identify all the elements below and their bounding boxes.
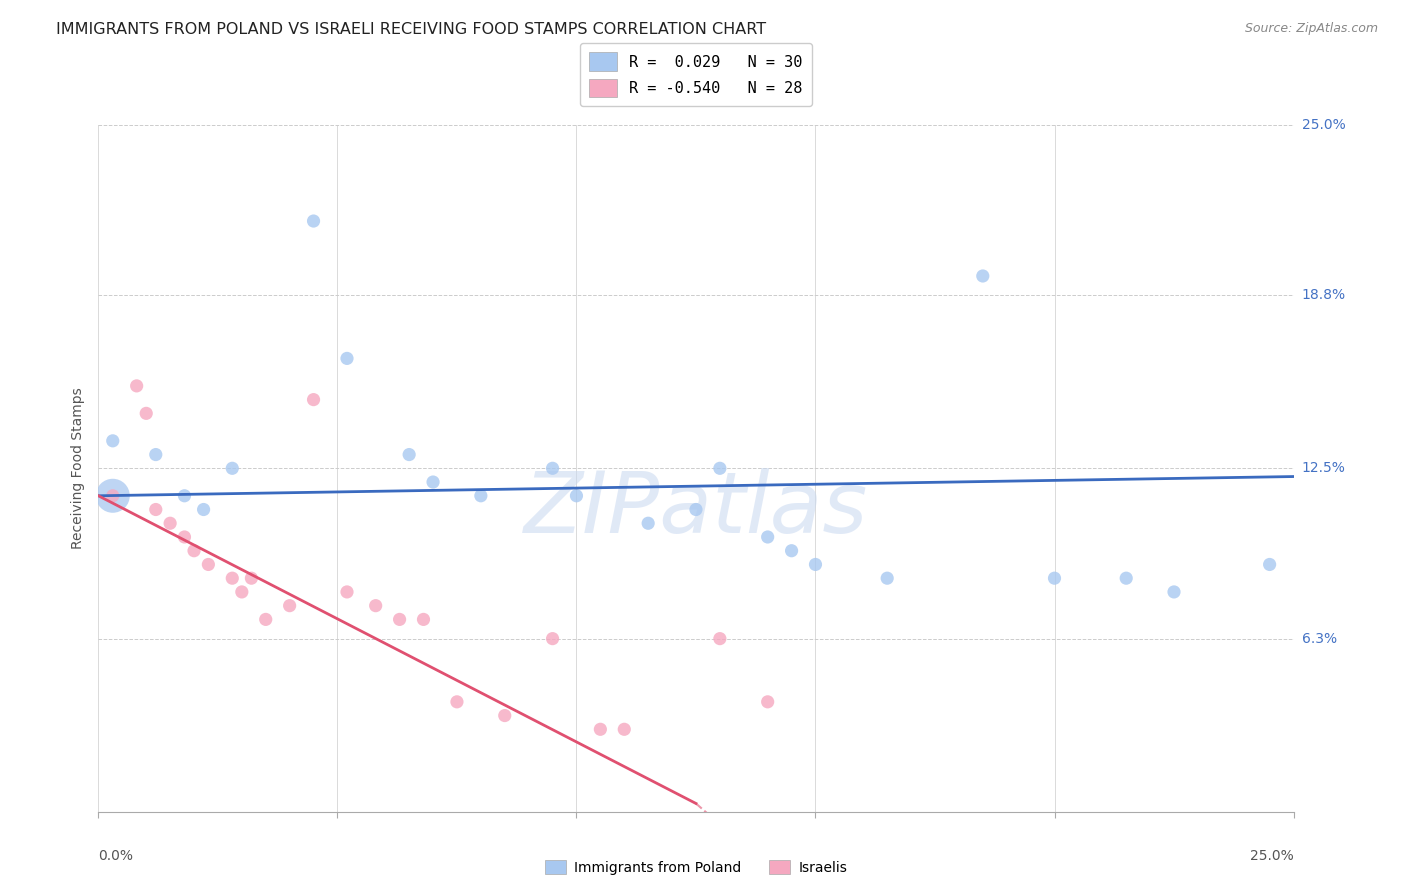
Point <box>145 502 167 516</box>
Text: ZIPatlas: ZIPatlas <box>524 468 868 551</box>
Point <box>541 461 564 475</box>
Point <box>541 632 564 646</box>
Point <box>101 434 124 448</box>
Point <box>302 392 325 407</box>
Text: Source: ZipAtlas.com: Source: ZipAtlas.com <box>1244 22 1378 36</box>
Point <box>565 489 588 503</box>
Text: 12.5%: 12.5% <box>1302 461 1346 475</box>
Point <box>278 599 301 613</box>
Text: 6.3%: 6.3% <box>1302 632 1337 646</box>
Point <box>589 723 612 737</box>
Point <box>364 599 387 613</box>
Point <box>388 612 411 626</box>
Text: 25.0%: 25.0% <box>1250 849 1294 863</box>
Point <box>637 516 659 531</box>
Text: 0.0%: 0.0% <box>98 849 134 863</box>
Y-axis label: Receiving Food Stamps: Receiving Food Stamps <box>72 387 86 549</box>
Point <box>240 571 263 585</box>
Point <box>221 461 243 475</box>
Point <box>1115 571 1137 585</box>
Point <box>412 612 434 626</box>
Point <box>804 558 827 572</box>
Point <box>422 475 444 489</box>
Point <box>756 695 779 709</box>
Point <box>1043 571 1066 585</box>
Point <box>756 530 779 544</box>
Point <box>972 268 994 283</box>
Point <box>709 632 731 646</box>
Point <box>173 489 195 503</box>
Point <box>125 379 148 393</box>
Point <box>254 612 277 626</box>
Point <box>183 543 205 558</box>
Text: IMMIGRANTS FROM POLAND VS ISRAELI RECEIVING FOOD STAMPS CORRELATION CHART: IMMIGRANTS FROM POLAND VS ISRAELI RECEIV… <box>56 22 766 37</box>
Point <box>494 708 516 723</box>
Point <box>302 214 325 228</box>
Point <box>613 723 636 737</box>
Point <box>135 406 157 420</box>
Point <box>159 516 181 531</box>
Point <box>709 461 731 475</box>
Point <box>173 530 195 544</box>
Point <box>101 489 124 503</box>
Point <box>231 585 253 599</box>
Point <box>101 489 124 503</box>
Point <box>193 502 215 516</box>
Point <box>876 571 898 585</box>
Point <box>398 448 420 462</box>
Point <box>145 448 167 462</box>
Text: 25.0%: 25.0% <box>1302 118 1346 132</box>
Point <box>336 351 359 366</box>
Point <box>197 558 219 572</box>
Text: 18.8%: 18.8% <box>1302 288 1346 302</box>
Point <box>780 543 803 558</box>
Legend: Immigrants from Poland, Israelis: Immigrants from Poland, Israelis <box>540 855 852 880</box>
Point <box>1163 585 1185 599</box>
Point <box>336 585 359 599</box>
Point <box>1258 558 1281 572</box>
Point <box>685 502 707 516</box>
Point <box>470 489 492 503</box>
Point <box>221 571 243 585</box>
Point <box>446 695 468 709</box>
